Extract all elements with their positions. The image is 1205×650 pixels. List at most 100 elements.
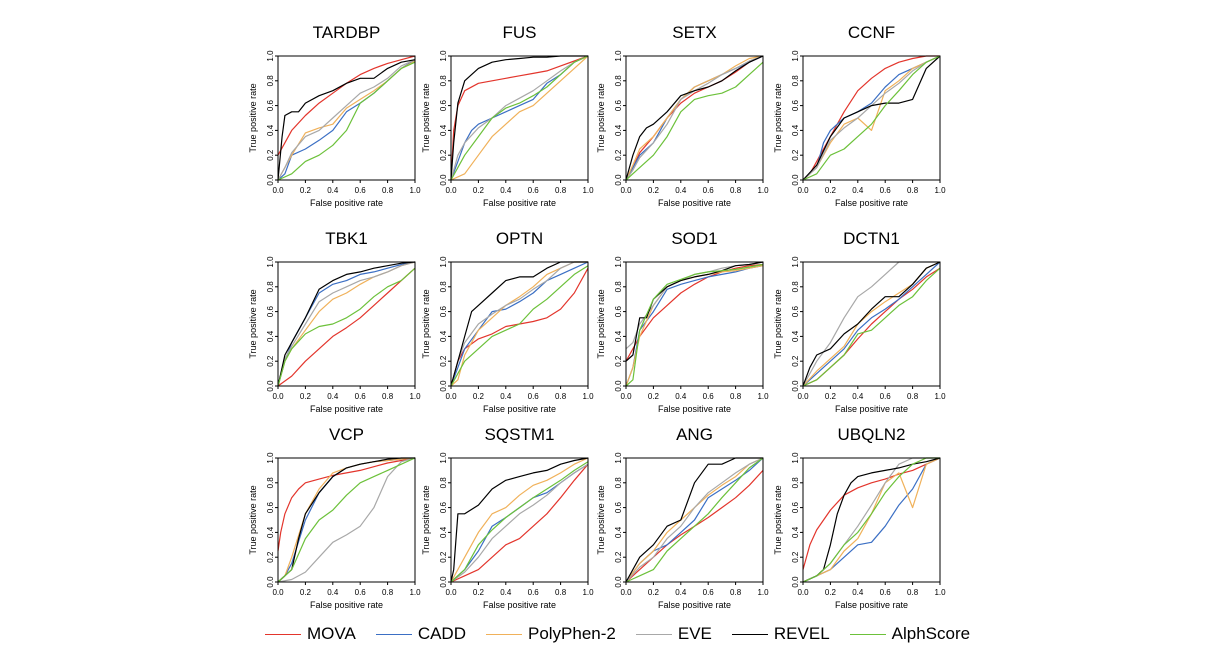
series-line-alphscore [625,457,764,583]
x-tick-label: 1.0 [409,392,421,401]
y-tick-label: 0.4 [266,526,275,538]
series-line-polyphen-2 [277,60,416,181]
panel-title: SOD1 [671,229,717,248]
y-axis-label: True positive rate [596,289,606,358]
x-tick-label: 0.6 [528,588,540,597]
y-tick-label: 0.0 [791,380,800,392]
x-tick-label: 0.0 [272,186,284,195]
series-line-alphscore [277,61,416,181]
legend-item-revel: REVEL [731,624,830,644]
series-line-polyphen-2 [450,457,589,583]
y-tick-label: 1.0 [614,452,623,464]
legend-item-alphscore: AlphScore [849,624,971,644]
y-tick-label: 0.6 [614,501,623,513]
plot-frame [802,457,941,583]
series-line-polyphen-2 [277,457,416,583]
legend-label: EVE [677,624,712,643]
panel-tardbp: TARDBP 0.00.0 0.2 0.2 0.4 0.4 0.6 0.6 0.8 0.8 1.0 1… [248,23,421,208]
panel-fus: FUS 0.00.0 0.2 0.2 0.4 0.4 0.6 0.6 0.8 0.8 1.0 1.0 F… [421,23,594,208]
series-line-eve [625,457,764,583]
y-tick-label: 0.0 [791,174,800,186]
x-tick-label: 0.4 [675,392,687,401]
y-tick-label: 0.6 [266,99,275,111]
series-line-revel [802,457,941,583]
legend-swatch [485,633,522,635]
plot-frame [625,457,764,583]
series-line-alphscore [625,61,764,181]
x-tick-label: 0.6 [880,186,892,195]
series-line-cadd [450,261,589,387]
y-tick-label: 0.0 [614,576,623,588]
legend-swatch [265,633,301,635]
series-line-eve [450,261,588,387]
x-tick-label: 0.4 [500,186,512,195]
y-tick-label: 0.4 [266,124,275,136]
series-line-eve [277,59,416,181]
y-tick-label: 0.8 [791,281,800,293]
series-line-cadd [277,59,416,181]
legend-item-cadd: CADD [375,624,466,644]
x-tick-label: 1.0 [582,392,594,401]
panel-title: TARDBP [313,23,381,42]
x-axis-label: False positive rate [310,600,383,610]
x-tick-label: 0.0 [797,392,809,401]
legend-item-polyphen-2: PolyPhen-2 [485,624,616,644]
series-line-alphscore [450,461,589,583]
series-line-cadd [277,457,416,583]
y-tick-label: 0.4 [791,526,800,538]
y-axis-label: True positive rate [596,83,606,152]
y-tick-label: 0.6 [439,99,448,111]
panel-sod1: SOD1 0.00.0 0.2 0.2 0.4 0.4 0.6 0.6 0.8 0.8 1.0 1.0… [596,229,769,414]
x-axis-label: False positive rate [483,404,556,414]
x-tick-label: 0.6 [355,392,367,401]
y-tick-label: 0.4 [614,124,623,136]
series-line-revel [802,261,941,387]
x-tick-label: 0.4 [852,588,864,597]
y-tick-label: 0.0 [439,380,448,392]
y-tick-label: 0.6 [614,99,623,111]
x-tick-label: 1.0 [934,588,946,597]
y-tick-label: 1.0 [614,50,623,62]
x-tick-label: 0.8 [730,186,742,195]
y-axis-label: True positive rate [421,83,431,152]
legend-swatch [375,633,412,635]
series-line-revel [277,261,416,387]
x-tick-label: 0.8 [907,588,919,597]
panel-title: OPTN [496,229,543,248]
legend-label: MOVA [307,624,356,643]
y-tick-label: 1.0 [791,50,800,62]
series-line-revel [625,261,764,362]
panel-title: DCTN1 [843,229,900,248]
x-tick-label: 0.0 [445,588,457,597]
x-tick-label: 0.6 [355,186,367,195]
y-tick-label: 0.8 [614,75,623,87]
y-tick-label: 0.2 [614,355,623,367]
series-line-mova [277,267,416,387]
y-tick-label: 0.2 [791,551,800,563]
series-line-cadd [802,261,941,387]
x-tick-label: 0.2 [473,392,485,401]
y-tick-label: 0.4 [439,526,448,538]
series-line-mova [802,267,941,387]
x-tick-label: 1.0 [409,186,421,195]
y-tick-label: 0.6 [439,501,448,513]
y-tick-label: 0.0 [266,380,275,392]
y-axis-label: True positive rate [596,485,606,554]
y-tick-label: 0.8 [791,477,800,489]
x-axis-label: False positive rate [658,600,731,610]
y-tick-label: 0.8 [614,477,623,489]
y-tick-label: 0.4 [791,330,800,342]
plot-frame [802,55,941,181]
panel-ang: ANG 0.00.0 0.2 0.2 0.4 0.4 0.6 0.6 0.8 0.8 1.0 1.0 F… [596,425,769,610]
panel-title: ANG [676,425,713,444]
plot-frame [277,457,416,583]
x-tick-label: 1.0 [409,588,421,597]
series-line-alphscore [450,55,589,181]
y-tick-label: 0.0 [791,576,800,588]
x-tick-label: 1.0 [582,186,594,195]
y-axis-label: True positive rate [248,289,258,358]
legend-label: AlphScore [891,624,971,643]
y-tick-label: 1.0 [266,452,275,464]
plot-frame [802,261,941,387]
x-axis-label: False positive rate [835,404,908,414]
